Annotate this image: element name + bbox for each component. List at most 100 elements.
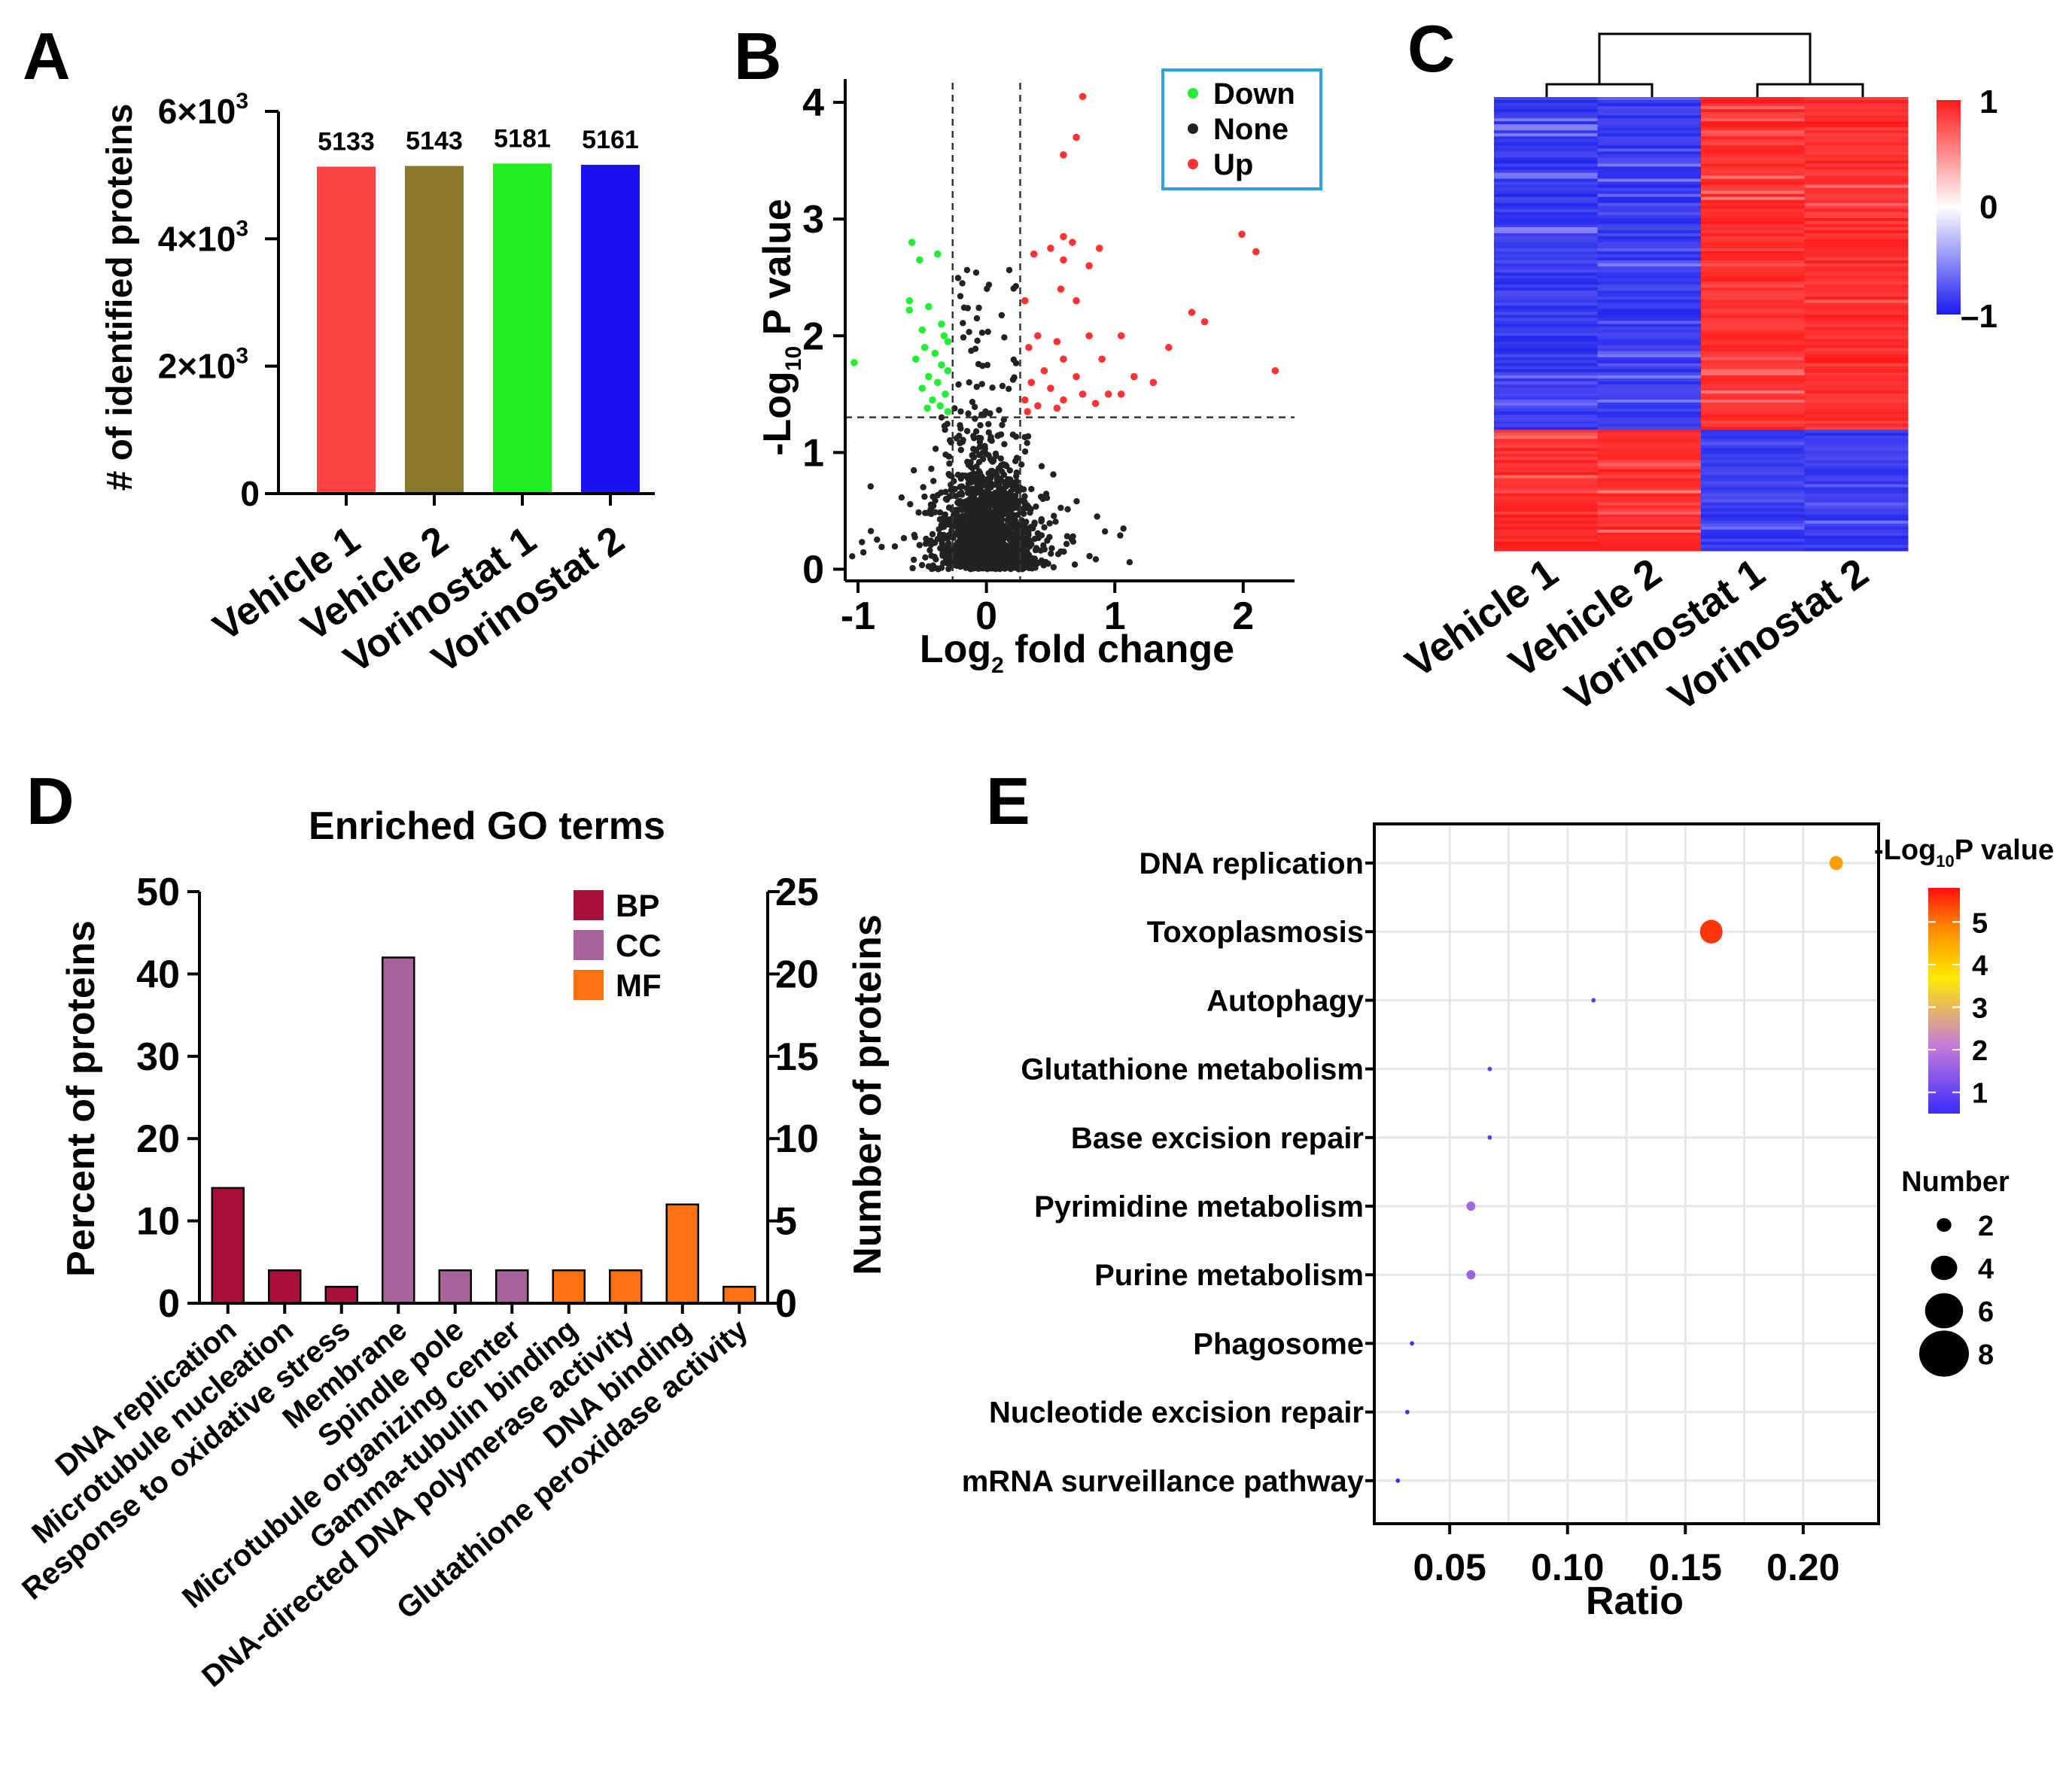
- heatmap-cell: [1494, 284, 1598, 288]
- volcano-point-none: [1005, 476, 1012, 483]
- volcano-point-none: [959, 483, 966, 490]
- heatmap-cell: [1494, 251, 1598, 255]
- heatmap-cell: [1701, 248, 1805, 252]
- volcano-point-down: [944, 338, 952, 345]
- heatmap-cell: [1597, 490, 1702, 494]
- heatmap-cell: [1494, 454, 1598, 457]
- heatmap-cell: [1701, 214, 1805, 219]
- heatmap-cell: [1597, 375, 1702, 379]
- heatmap-cells: [1494, 97, 1909, 552]
- heatmap-cell: [1701, 157, 1805, 162]
- heatmap-cell: [1494, 97, 1598, 101]
- heatmap-cell: [1701, 160, 1805, 165]
- heatmap-cell: [1597, 481, 1702, 485]
- heatmap-cell: [1804, 487, 1909, 491]
- volcano-point-none: [963, 266, 971, 274]
- heatmap-cell: [1701, 366, 1805, 370]
- color-legend-title-e: -Log10P value: [1874, 834, 2054, 871]
- pathway-point: [1466, 1270, 1476, 1280]
- heatmap-cell: [1701, 196, 1805, 201]
- volcano-point-none: [957, 408, 964, 415]
- panel-e: E 0.05 0.10 0.15 0.20 DNA replication Toxopl…: [962, 764, 2054, 1623]
- heatmap-cell: [1804, 299, 1909, 303]
- volcano-point-up: [1079, 93, 1087, 101]
- heatmap-cell: [1494, 478, 1598, 482]
- heatmap-cell: [1597, 538, 1702, 543]
- heatmap-cell: [1597, 260, 1702, 264]
- volcano-point-none: [1005, 503, 1012, 509]
- heatmap-cell: [1494, 142, 1598, 146]
- heatmap-cell: [1494, 360, 1598, 364]
- pathway-label: mRNA surveillance pathway: [962, 1465, 1365, 1498]
- volcano-point-none: [982, 408, 989, 415]
- color-scale-tick-label-e: 2: [1972, 1035, 1988, 1067]
- pathway-label: Base excision repair: [1071, 1122, 1364, 1155]
- volcano-point-up: [1040, 366, 1048, 375]
- heatmap-cell: [1804, 148, 1909, 152]
- volcano-point-none: [891, 543, 899, 550]
- volcano-point-none: [930, 478, 937, 485]
- ticks-d: 0 10 20 30 40 50 0 5 10 15 20 25: [136, 871, 819, 1326]
- heatmap-cell: [1701, 302, 1805, 306]
- heatmap-cell: [1597, 396, 1702, 400]
- heatmap-cell: [1597, 333, 1702, 337]
- volcano-point-none: [957, 560, 964, 567]
- volcano-point-none: [960, 436, 966, 443]
- volcano-point-none: [1004, 546, 1011, 552]
- volcano-point-up: [1034, 402, 1042, 410]
- y-tick-right-label-d: 10: [775, 1117, 819, 1161]
- heatmap-cell: [1597, 430, 1702, 433]
- volcano-point-up: [1034, 332, 1042, 340]
- volcano-point-none: [999, 462, 1006, 469]
- color-scale-ticks-e: 1 2 3 4 5: [1928, 907, 1988, 1110]
- heatmap-cell: [1597, 532, 1702, 536]
- volcano-point-none: [988, 437, 995, 444]
- heatmap-cell: [1701, 217, 1805, 222]
- heatmap-cell: [1597, 384, 1702, 388]
- volcano-point-none: [963, 427, 971, 435]
- y-tick-label-b: 0: [802, 548, 824, 591]
- volcano-point-none: [982, 503, 989, 510]
- heatmap-cell: [1494, 269, 1598, 273]
- y-tick-label-d: 20: [136, 1117, 180, 1161]
- heatmap-cell: [1597, 160, 1702, 165]
- volcano-point-none: [986, 494, 993, 500]
- heatmap-cell: [1804, 505, 1909, 509]
- volcano-point-none: [981, 445, 989, 452]
- legend-marker-b: [1188, 88, 1198, 99]
- volcano-point-up: [1060, 396, 1067, 404]
- heatmap-cell: [1494, 169, 1598, 174]
- volcano-point-none: [942, 488, 949, 495]
- heatmap-cell: [1597, 281, 1702, 285]
- heatmap-cell: [1597, 157, 1702, 162]
- heatmap-cell: [1701, 257, 1805, 261]
- heatmap-cell: [1494, 418, 1598, 421]
- volcano-point-none: [1002, 481, 1009, 488]
- heatmap-cell: [1701, 312, 1805, 316]
- heatmap-cell: [1597, 436, 1702, 439]
- heatmap-cell: [1804, 336, 1909, 340]
- heatmap-cell: [1597, 478, 1702, 482]
- heatmap-cell: [1597, 178, 1702, 183]
- heatmap-cell: [1597, 541, 1702, 546]
- heatmap-cell: [1494, 208, 1598, 213]
- x-tick-label-b: 0: [975, 594, 997, 638]
- heatmap-cell: [1597, 214, 1702, 219]
- heatmap-cell: [1494, 532, 1598, 536]
- bar-value-label-a: 5181: [494, 124, 551, 153]
- volcano-point-none: [990, 457, 997, 464]
- x-tick-label-d: Microtubule nucleation: [26, 1313, 300, 1550]
- volcano-point-none: [975, 360, 982, 368]
- volcano-point-none: [955, 381, 962, 388]
- heatmap-cell: [1494, 127, 1598, 131]
- heatmap-cell: [1494, 318, 1598, 322]
- chart-title-d: Enriched GO terms: [309, 804, 665, 848]
- heatmap-cell: [1597, 424, 1702, 427]
- heatmap-cell: [1494, 436, 1598, 439]
- volcano-point-none: [916, 542, 923, 549]
- heatmap-cell: [1701, 424, 1805, 427]
- volcano-point-none: [971, 403, 978, 410]
- heatmap-cell: [1804, 448, 1909, 451]
- heatmap-cell: [1494, 463, 1598, 467]
- heatmap-cell: [1804, 178, 1909, 183]
